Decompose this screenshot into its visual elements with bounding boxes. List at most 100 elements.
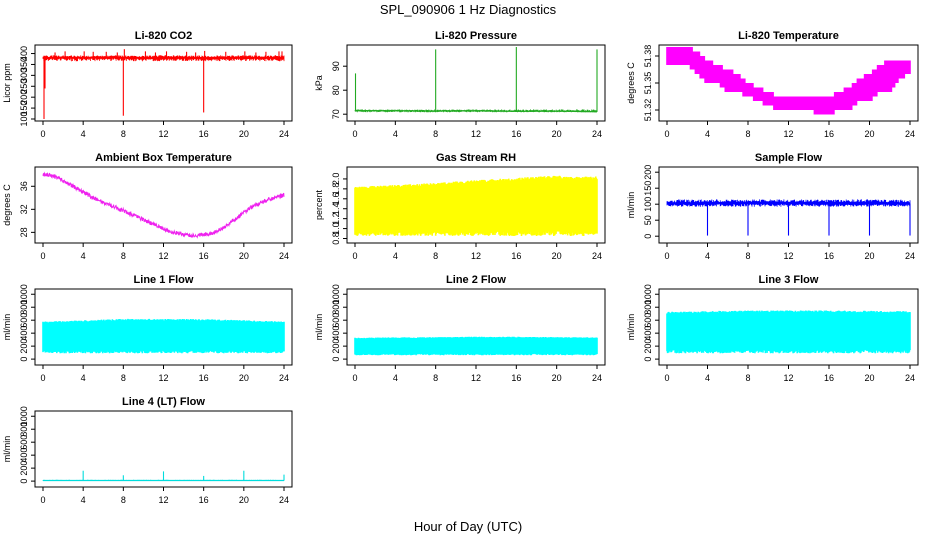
panel-5: Gas Stream RH percent 0 4 8 12 16 20 24 0.81.01.2… bbox=[314, 152, 606, 261]
x-tick-label: 4 bbox=[393, 129, 398, 139]
x-tick-label: 16 bbox=[824, 251, 834, 261]
y-tick-label: 600 bbox=[643, 313, 653, 328]
y-tick-label: 90 bbox=[331, 61, 341, 71]
x-tick-label: 8 bbox=[121, 495, 126, 505]
y-tick-label: 350 bbox=[19, 57, 29, 72]
y-tick-label: 100 bbox=[643, 197, 653, 212]
x-tick-label: 20 bbox=[239, 373, 249, 383]
y-tick-label: 0 bbox=[19, 357, 29, 362]
y-tick-label: 51.32 bbox=[643, 99, 653, 122]
x-tick-label: 4 bbox=[393, 373, 398, 383]
x-tick-label: 20 bbox=[864, 373, 874, 383]
plot-area bbox=[42, 470, 285, 482]
x-tick-label: 20 bbox=[552, 251, 562, 261]
panel-ylabel: ml/min bbox=[2, 436, 12, 463]
x-tick-label: 12 bbox=[783, 251, 793, 261]
panel-8: Line 2 Flow ml/min 0 4 8 12 16 20 24 0 20040060080… bbox=[314, 274, 606, 383]
y-tick-label: 200 bbox=[19, 90, 29, 105]
y-tick-label: 70 bbox=[331, 109, 341, 119]
y-tick-label: 800 bbox=[331, 300, 341, 315]
y-tick-label: 200 bbox=[643, 165, 653, 180]
y-tick-label: 800 bbox=[643, 300, 653, 315]
y-tick-label: 400 bbox=[643, 326, 653, 341]
x-tick-label: 8 bbox=[433, 129, 438, 139]
x-tick-label: 8 bbox=[433, 373, 438, 383]
series-band bbox=[666, 47, 911, 115]
panel-title: Sample Flow bbox=[755, 152, 823, 164]
x-tick-label: 16 bbox=[199, 251, 209, 261]
y-tick-label: 600 bbox=[331, 313, 341, 328]
y-tick-label: 0.8 bbox=[331, 232, 341, 245]
panel-3: Li-820 Temperature degrees C 0 4 8 12 16 20 24 51… bbox=[626, 30, 919, 139]
x-tick-label: 24 bbox=[905, 251, 915, 261]
x-tick-label: 4 bbox=[705, 129, 710, 139]
y-tick-label: 1000 bbox=[643, 284, 653, 304]
plot-area bbox=[666, 310, 911, 354]
y-tick-label: 250 bbox=[19, 79, 29, 94]
y-tick-label: 400 bbox=[331, 326, 341, 341]
x-tick-label: 0 bbox=[664, 373, 669, 383]
y-tick-label: 1000 bbox=[331, 284, 341, 304]
series-band bbox=[354, 175, 598, 236]
x-tick-label: 24 bbox=[279, 251, 289, 261]
panel-ylabel: ml/min bbox=[626, 314, 636, 341]
y-tick-label: 0 bbox=[331, 357, 341, 362]
x-tick-label: 0 bbox=[40, 495, 45, 505]
figure-xlabel: Hour of Day (UTC) bbox=[414, 519, 522, 534]
x-tick-label: 16 bbox=[511, 251, 521, 261]
x-tick-label: 20 bbox=[239, 251, 249, 261]
panel-ylabel: ml/min bbox=[626, 192, 636, 219]
x-tick-label: 8 bbox=[121, 129, 126, 139]
x-tick-label: 4 bbox=[81, 251, 86, 261]
series-band bbox=[666, 310, 911, 354]
x-tick-label: 20 bbox=[239, 129, 249, 139]
y-tick-label: 200 bbox=[331, 339, 341, 354]
x-tick-label: 20 bbox=[239, 495, 249, 505]
x-tick-label: 16 bbox=[199, 495, 209, 505]
x-tick-label: 12 bbox=[471, 251, 481, 261]
x-tick-label: 12 bbox=[158, 373, 168, 383]
x-tick-label: 12 bbox=[158, 495, 168, 505]
x-tick-label: 16 bbox=[511, 129, 521, 139]
x-tick-label: 24 bbox=[279, 373, 289, 383]
x-tick-label: 8 bbox=[745, 251, 750, 261]
panel-ylabel: degrees C bbox=[626, 62, 636, 104]
y-tick-label: 28 bbox=[19, 227, 29, 237]
y-tick-label: 2.0 bbox=[331, 173, 341, 186]
x-tick-label: 0 bbox=[664, 251, 669, 261]
x-tick-label: 0 bbox=[352, 251, 357, 261]
series-line bbox=[43, 56, 284, 59]
x-tick-label: 20 bbox=[552, 373, 562, 383]
x-tick-label: 20 bbox=[864, 251, 874, 261]
x-tick-label: 16 bbox=[511, 373, 521, 383]
x-tick-label: 4 bbox=[393, 251, 398, 261]
x-tick-label: 0 bbox=[40, 129, 45, 139]
y-tick-label: 51.38 bbox=[643, 45, 653, 68]
panel-title: Li-820 CO2 bbox=[135, 30, 192, 42]
x-tick-label: 0 bbox=[664, 129, 669, 139]
x-tick-label: 8 bbox=[433, 251, 438, 261]
series-band bbox=[42, 318, 285, 354]
y-tick-label: 1000 bbox=[19, 284, 29, 304]
x-tick-label: 12 bbox=[783, 373, 793, 383]
panel-title: Ambient Box Temperature bbox=[95, 152, 232, 164]
y-tick-label: 400 bbox=[19, 326, 29, 341]
series-band bbox=[354, 336, 598, 356]
panel-1: Li-820 CO2 Licor ppm 0 4 8 12 16 20 24 1001502002… bbox=[2, 30, 293, 139]
y-tick-label: 400 bbox=[19, 448, 29, 463]
series-line bbox=[42, 171, 285, 239]
x-tick-label: 12 bbox=[471, 373, 481, 383]
y-tick-label: 0 bbox=[643, 234, 653, 239]
plot-area bbox=[42, 171, 285, 239]
y-tick-label: 1.4 bbox=[331, 202, 341, 215]
x-tick-label: 0 bbox=[40, 373, 45, 383]
y-tick-label: 1.6 bbox=[331, 193, 341, 206]
panel-ylabel: ml/min bbox=[314, 314, 324, 341]
x-tick-label: 24 bbox=[279, 495, 289, 505]
series-line bbox=[355, 110, 597, 113]
x-tick-label: 20 bbox=[552, 129, 562, 139]
y-tick-label: 32 bbox=[19, 204, 29, 214]
panel-ylabel: percent bbox=[314, 189, 324, 220]
